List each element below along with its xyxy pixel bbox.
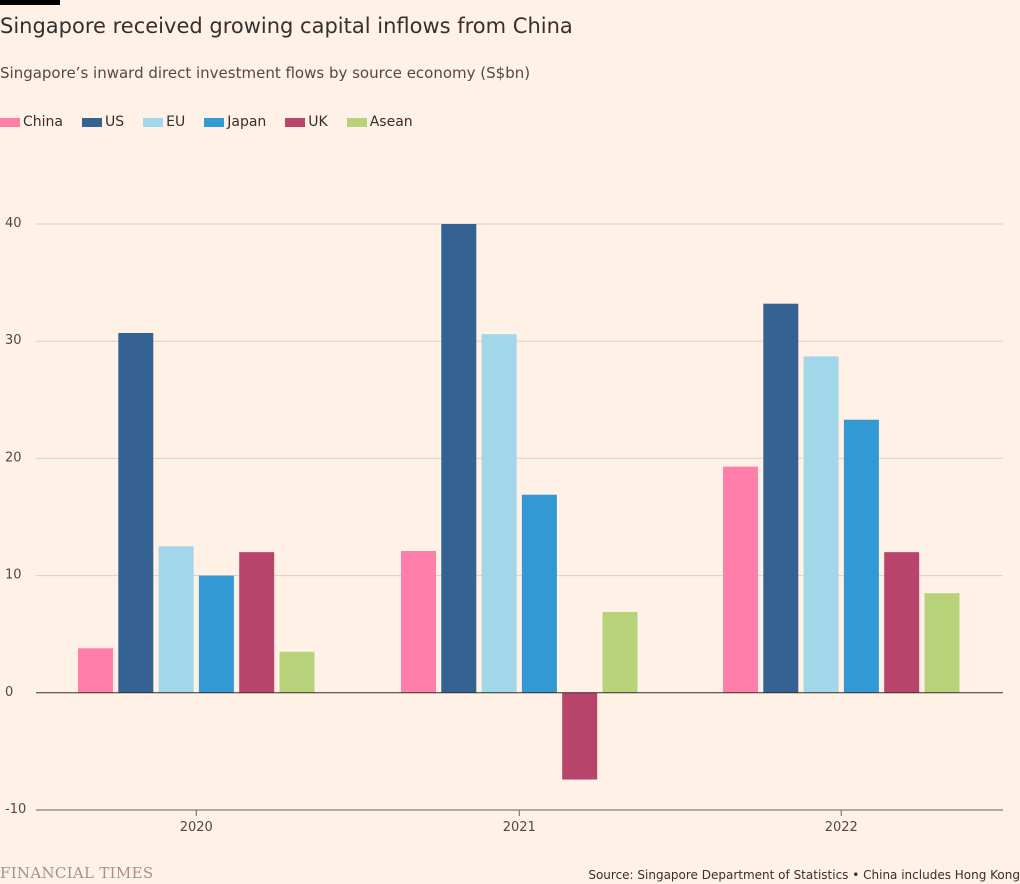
legend-label: EU [166, 114, 186, 130]
x-tick-label: 2021 [503, 820, 536, 835]
bar-asean-2022 [924, 593, 960, 693]
bar-china-2020 [78, 648, 113, 693]
chart-subtitle: Singapore’s inward direct investment flo… [0, 64, 531, 82]
bar-us-2020 [118, 332, 154, 693]
chart-legend: China US EU Japan UK Asean [0, 114, 432, 130]
legend-item-japan: Japan [204, 114, 266, 130]
y-tick-label: -10 [5, 802, 26, 817]
bar-japan-2021 [521, 494, 557, 693]
y-tick-label: 20 [5, 450, 22, 465]
legend-label: Asean [369, 114, 413, 130]
bar-uk-2020 [239, 552, 275, 693]
x-tick-label: 2022 [825, 820, 858, 835]
ft-brand-logo: FINANCIAL TIMES [0, 864, 154, 882]
bar-uk-2021 [562, 692, 598, 780]
x-tick-label: 2020 [180, 820, 213, 835]
legend-swatch [285, 117, 306, 127]
bar-us-2022 [763, 303, 799, 693]
chart-title: Singapore received growing capital inflo… [0, 14, 573, 38]
bar-eu-2020 [158, 546, 194, 693]
bar-japan-2020 [198, 575, 234, 693]
legend-item-uk: UK [285, 114, 328, 130]
bar-uk-2022 [884, 552, 920, 693]
source-note: Source: Singapore Department of Statisti… [588, 868, 1020, 882]
bar-asean-2021 [602, 611, 638, 693]
bar-japan-2022 [843, 419, 879, 693]
legend-swatch [204, 117, 225, 127]
legend-label: US [105, 114, 125, 130]
legend-label: China [23, 114, 63, 130]
bar-china-2022 [723, 466, 758, 693]
legend-item-eu: EU [143, 114, 185, 130]
bar-asean-2020 [279, 651, 315, 693]
bar-eu-2022 [803, 356, 839, 693]
legend-swatch [82, 117, 102, 127]
bar-eu-2021 [481, 334, 517, 693]
bar-us-2021 [441, 224, 477, 693]
ft-top-bar [0, 0, 60, 5]
legend-swatch [346, 117, 367, 127]
legend-swatch [0, 117, 20, 127]
y-tick-label: 40 [5, 216, 22, 231]
y-tick-label: 0 [5, 685, 13, 700]
legend-label: UK [308, 114, 328, 130]
legend-item-us: US [82, 114, 124, 130]
y-tick-label: 30 [5, 333, 22, 348]
legend-item-asean: Asean [346, 114, 413, 130]
y-tick-label: 10 [5, 568, 22, 583]
bar-china-2021 [401, 550, 436, 693]
legend-label: Japan [227, 114, 267, 130]
legend-swatch [143, 117, 164, 127]
legend-item-china: China [0, 114, 63, 130]
